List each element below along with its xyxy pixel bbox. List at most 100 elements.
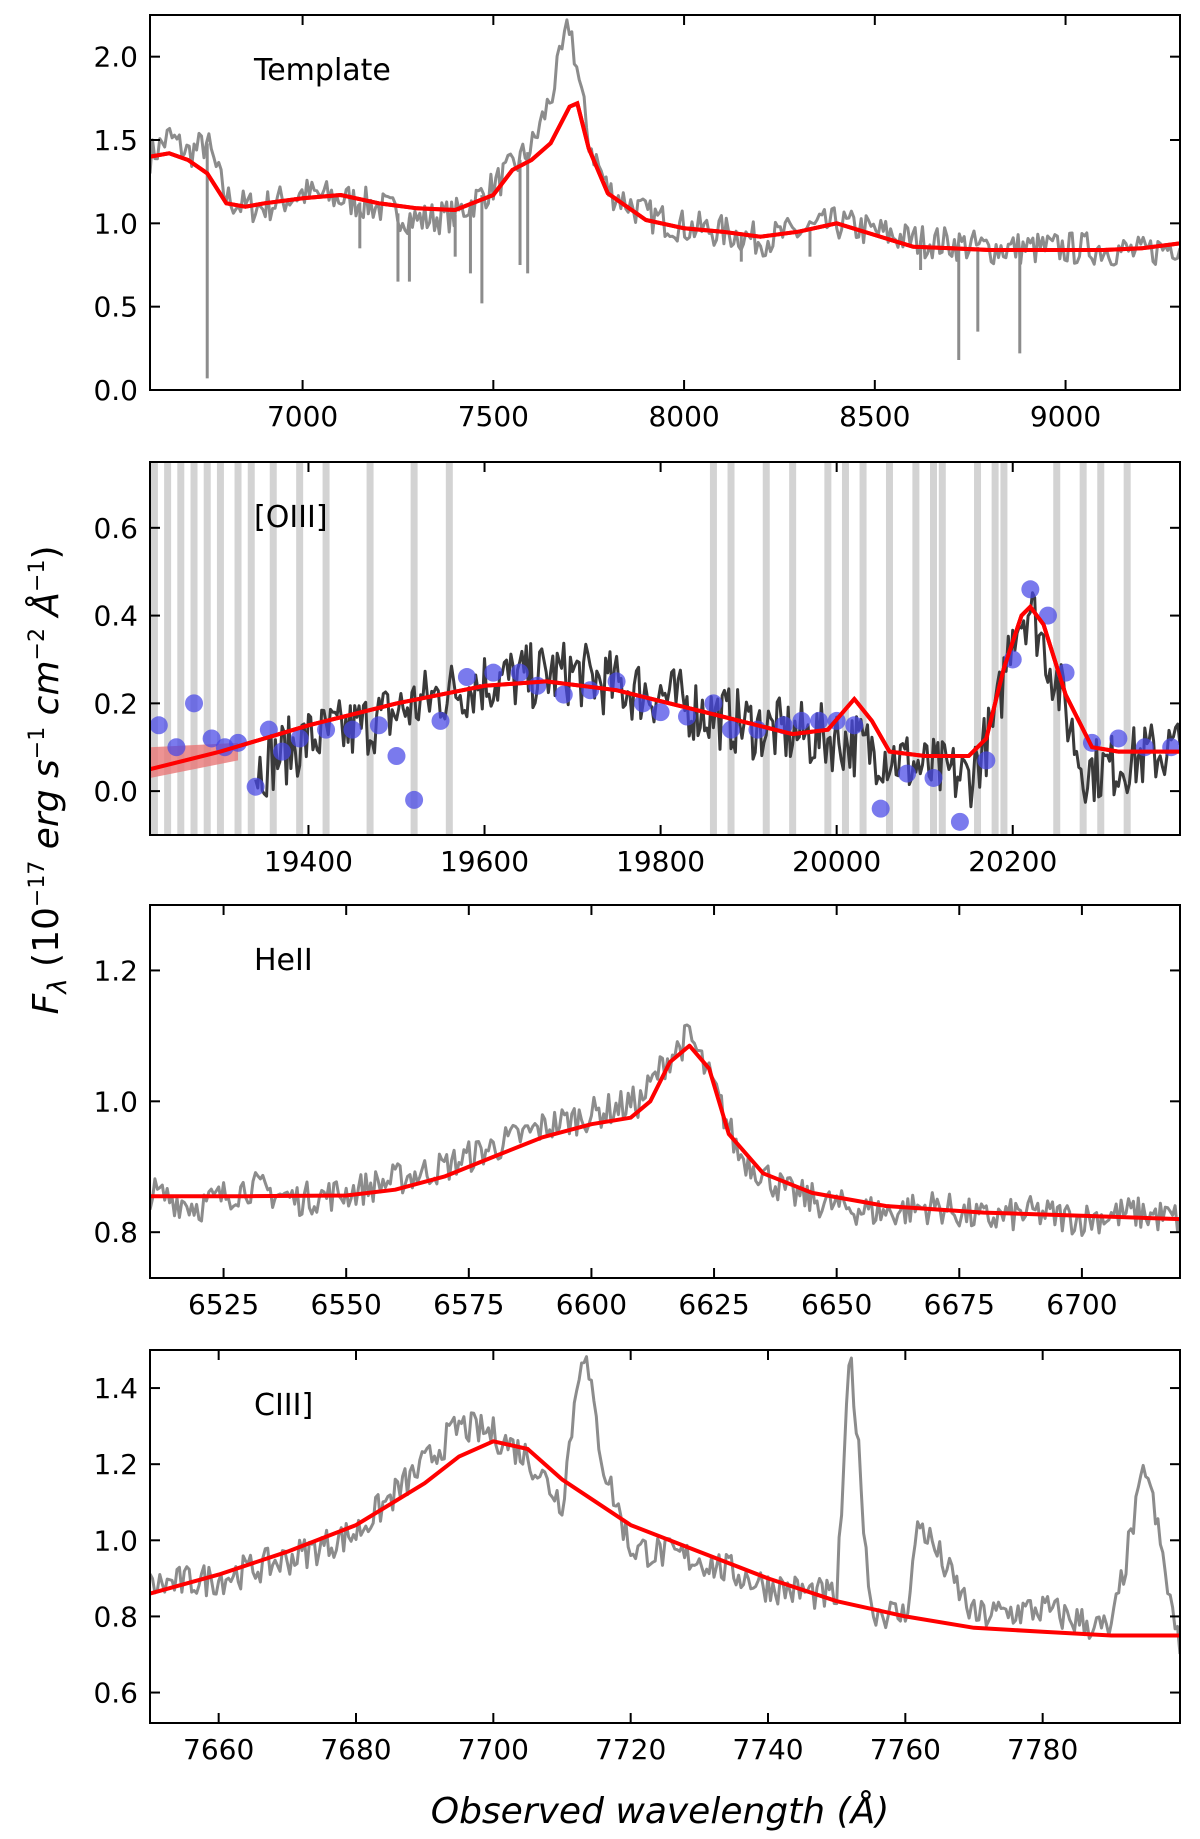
x-tick-label: 6575 bbox=[433, 1288, 504, 1321]
y-tick-label: 0.5 bbox=[93, 291, 138, 324]
y-axis-label-open: (10 bbox=[26, 907, 67, 978]
binned-point bbox=[369, 716, 388, 735]
x-tick-label: 6675 bbox=[924, 1288, 995, 1321]
y-tick-label: 0.8 bbox=[93, 1600, 138, 1633]
binned-point bbox=[510, 663, 529, 682]
y-tick-label: 1.4 bbox=[93, 1372, 138, 1405]
y-axis-label-erg-s: erg s bbox=[26, 759, 67, 860]
x-tick-label: 8500 bbox=[839, 400, 910, 433]
model-line bbox=[150, 1043, 1180, 1222]
y-axis-label-angstrom: Å bbox=[24, 592, 67, 628]
binned-point bbox=[554, 685, 573, 704]
y-axis-label-close: ) bbox=[26, 545, 67, 559]
binned-point bbox=[845, 716, 864, 735]
binned-point bbox=[150, 716, 168, 735]
binned-point bbox=[290, 729, 309, 748]
binned-point bbox=[343, 720, 362, 739]
axes-frame bbox=[149, 461, 1181, 836]
panel-2: 19400 19600 19800 20000 20200 0.0 0.2 0.4 0.6 [OI… bbox=[93, 461, 1181, 878]
plot-area bbox=[150, 462, 1180, 835]
panel-label: CIII] bbox=[254, 1388, 313, 1423]
binned-point bbox=[924, 768, 943, 787]
binned-point bbox=[457, 668, 476, 687]
binned-point bbox=[704, 694, 723, 713]
x-tick-label: 7500 bbox=[458, 400, 529, 433]
x-tick-label: 6525 bbox=[188, 1288, 259, 1321]
binned-point bbox=[810, 711, 829, 730]
axes-frame bbox=[149, 904, 1181, 1279]
plot-area bbox=[150, 1023, 1180, 1237]
y-tick-label: 0.6 bbox=[93, 1677, 138, 1710]
x-axis-label: Observed wavelength (Å) bbox=[431, 1789, 890, 1832]
binned-point bbox=[405, 790, 424, 809]
binned-point bbox=[317, 720, 336, 739]
binned-point bbox=[185, 694, 204, 713]
y-tick-label: 0.6 bbox=[93, 512, 138, 545]
x-tick-label: 6700 bbox=[1046, 1288, 1117, 1321]
x-tick-label: 9000 bbox=[1030, 400, 1101, 433]
binned-point bbox=[484, 663, 503, 682]
panel-4: 7660 7680 7700 7720 7740 7760 7780 0.6 0.8 1.0 1.2… bbox=[93, 1349, 1181, 1766]
binned-point bbox=[871, 799, 890, 818]
y-tick-label: 0.4 bbox=[93, 600, 138, 633]
binned-point bbox=[792, 711, 811, 730]
binned-point bbox=[1021, 580, 1040, 599]
binned-point bbox=[246, 777, 265, 796]
y-tick-label: 1.5 bbox=[93, 124, 138, 157]
y-axis-label-exp2: −1 bbox=[25, 727, 50, 759]
panel-label: Template bbox=[253, 53, 391, 88]
plot-area bbox=[150, 18, 1180, 379]
y-axis-label-f: F bbox=[26, 993, 67, 1015]
x-tick-label: 7760 bbox=[870, 1733, 941, 1766]
x-tick-label: 7700 bbox=[458, 1733, 529, 1766]
x-tick-label: 6650 bbox=[801, 1288, 872, 1321]
binned-point bbox=[722, 720, 741, 739]
model-line bbox=[150, 1439, 1180, 1638]
x-tick-label: 7000 bbox=[267, 400, 338, 433]
panels: 7000 7500 8000 8500 9000 0.0 0.5 1.0 1.5 2.0 Templ… bbox=[93, 14, 1181, 1766]
y-axis-label-exp4: −1 bbox=[25, 560, 50, 592]
panel-label: [OIII] bbox=[254, 500, 328, 535]
y-axis-label-exp3: −2 bbox=[25, 628, 50, 660]
x-tick-label: 7720 bbox=[595, 1733, 666, 1766]
y-axis-label-lambda: λ bbox=[43, 978, 73, 995]
binned-point bbox=[431, 711, 450, 730]
x-tick-label: 7680 bbox=[320, 1733, 391, 1766]
binned-point bbox=[977, 751, 996, 770]
x-tick-label: 20200 bbox=[968, 845, 1057, 878]
panel-1: 7000 7500 8000 8500 9000 0.0 0.5 1.0 1.5 2.0 Templ… bbox=[93, 14, 1181, 433]
binned-point bbox=[387, 747, 406, 766]
binned-point bbox=[1109, 729, 1128, 748]
binned-point bbox=[1038, 606, 1057, 625]
panel-3: 6525 6550 6575 6600 6625 6650 6675 6700 0.8 1.0 1.… bbox=[93, 904, 1181, 1321]
y-tick-label: 0.0 bbox=[93, 374, 138, 407]
axes-frame bbox=[149, 1349, 1181, 1724]
x-tick-label: 6600 bbox=[556, 1288, 627, 1321]
model-line bbox=[150, 603, 1180, 772]
y-tick-label: 0.2 bbox=[93, 687, 138, 720]
y-axis-label-exp1: −17 bbox=[25, 861, 50, 907]
x-tick-label: 6625 bbox=[678, 1288, 749, 1321]
binned-point bbox=[528, 676, 547, 695]
y-tick-label: 1.0 bbox=[93, 207, 138, 240]
y-axis-label: Fλ (10−17 erg s−1 cm−2 Å−1) bbox=[24, 545, 73, 1014]
x-tick-label: 7780 bbox=[1007, 1733, 1078, 1766]
binned-point bbox=[898, 764, 917, 783]
y-tick-label: 1.2 bbox=[93, 954, 138, 987]
x-tick-label: 7740 bbox=[732, 1733, 803, 1766]
y-tick-label: 0.0 bbox=[93, 775, 138, 808]
binned-point bbox=[581, 681, 600, 700]
x-tick-label: 19600 bbox=[440, 845, 529, 878]
y-axis-label-cm: cm bbox=[26, 660, 67, 726]
panel-label: HeII bbox=[254, 943, 313, 978]
binned-point bbox=[678, 707, 697, 726]
binned-point bbox=[167, 738, 186, 757]
binned-point bbox=[607, 672, 626, 691]
x-tick-label: 8000 bbox=[648, 400, 719, 433]
binned-point bbox=[273, 742, 292, 761]
x-tick-label: 19800 bbox=[616, 845, 705, 878]
binned-point bbox=[202, 729, 221, 748]
y-tick-label: 1.0 bbox=[93, 1085, 138, 1118]
model-line bbox=[150, 100, 1180, 252]
